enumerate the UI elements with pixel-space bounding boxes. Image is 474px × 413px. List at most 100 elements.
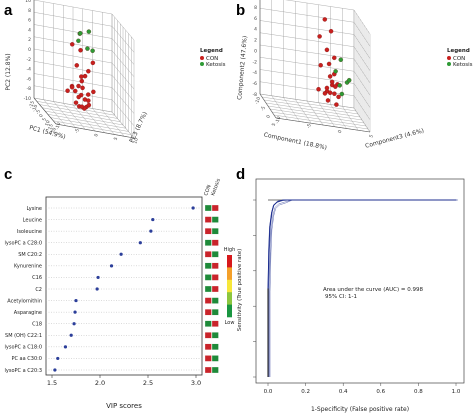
colorbar-low-label: Low [225,320,235,326]
x-tick-label: 0.0 [264,389,273,395]
vip-point [73,310,77,314]
x-tick-label: 2.0 [95,379,105,387]
data-point-con [86,98,91,103]
vip-point [138,241,142,245]
x-tick-label: 1.5 [47,379,57,387]
data-point-con [82,73,88,79]
heatmap-cell [204,274,212,281]
heatmap-cell [211,297,219,304]
y-tick-label: -2 [253,59,258,65]
x-tick-label: -15 [28,100,36,109]
floor-grid-line [267,105,363,121]
data-point-con [73,100,79,105]
heatmap-cell [204,332,212,339]
y-tick-label: -6 [253,81,258,87]
wall-grid-line [259,44,355,60]
heatmap-cell [204,366,212,374]
x-tick-label: -10 [254,96,262,105]
heatmap-cell [211,239,219,246]
chart-a-points [65,29,96,111]
heatmap-cell [211,332,219,339]
y-tick-label: 6 [254,16,257,22]
x-tick-label: 0.2 [301,389,310,395]
floor-grid-line [53,101,76,128]
chart-d-plot-frame [255,178,465,384]
colorbar-segment [227,292,232,305]
y-tick-label: -8 [27,86,32,92]
panel-label-b: b [236,2,246,19]
data-point-con [327,74,333,79]
y-tick-label: -6 [27,76,32,82]
heatmap-cell [211,366,219,374]
y-tick-label: 8 [28,8,31,14]
y-tick-label: -4 [27,67,32,73]
z-tick-label: 5 [368,134,375,139]
data-point-con [326,61,332,67]
wall-grid-line [353,58,371,84]
legend-entry-con: CON [206,56,218,62]
heatmap-column-label: Ketosis [210,178,222,197]
x-tick-label: -5 [35,109,42,115]
data-point-con [317,34,322,39]
vip-point [63,345,68,349]
x-tick-label: 5 [41,117,48,122]
x-tick-label: -5 [260,105,267,111]
category-label: Isoleucine [17,229,42,235]
floor-grid-line [43,99,66,126]
heatmap-cell [204,297,212,304]
heatmap-cell [204,355,212,362]
axis-edge [33,97,57,125]
y-tick-label: 6 [28,18,31,24]
legend-swatch-con [200,56,204,60]
y-tick-label: -4 [253,70,258,76]
vip-point [149,229,153,233]
chart-d-curves [267,199,459,377]
floor-grid-line [283,97,300,122]
data-point-ketosis [333,69,338,74]
data-point-con [325,98,331,103]
z-tick-label: 0 [93,133,100,138]
wall-grid-line [111,13,135,41]
vip-point [109,264,114,268]
y-tick-label: -2 [27,57,32,63]
chart-c-x-ticks: 1.5 2.0 2.5 3.0 [47,375,201,387]
wall-grid-line [111,62,135,90]
heatmap-cell [211,274,219,281]
colorbar-segment [227,255,232,268]
chart-c-vip-plot: Lysine Leucine Isoleucine lysoPC a C28:0 SM … [5,178,236,410]
z-tick-label: -5 [306,123,313,129]
data-point-con [90,60,96,66]
x-tick-label: 5 [271,122,278,127]
data-point-con [332,91,337,96]
data-point-con [327,90,333,95]
heatmap-column-label: CON [203,184,213,197]
x-tick-label: 3.0 [191,379,201,387]
wall-grid-line [353,9,371,35]
heatmap-cell [211,355,219,362]
data-point-ketosis [337,83,342,88]
x-tick-label: -10 [31,104,39,113]
data-point-con [79,78,85,84]
wall-grid-line [111,26,135,53]
chart-b-xlabel: Component1 (18.8%) [263,131,327,151]
category-label: C16 [32,275,42,281]
wall-grid-line [111,50,135,77]
y-tick-label: 4 [254,27,257,33]
chart-d-ticks: 0.0 0.2 0.4 0.6 0.8 1.0 [253,199,461,395]
wall-grid-line [33,24,113,39]
heatmap-cell [204,320,212,327]
heatmap-cell [211,204,219,212]
roc-curve [269,199,458,377]
z-tick-label: 5 [113,136,120,141]
heatmap-cell [204,239,212,246]
z-tick-label: -10 [274,116,282,125]
y-tick-label: 0 [254,48,257,54]
data-point-con [324,85,330,91]
category-label: Leucine [23,217,42,223]
chart-d-annotation-auc: Area under the curve (AUC) = 0.998 [323,287,423,293]
